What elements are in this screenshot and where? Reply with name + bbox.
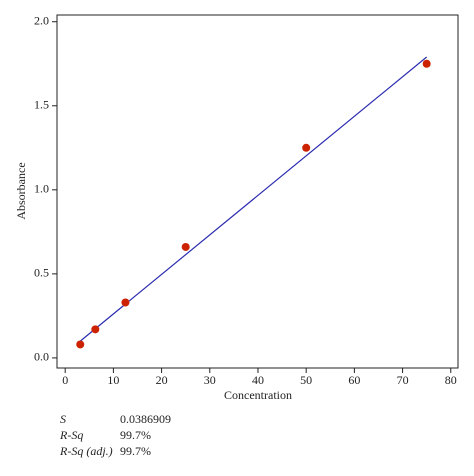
data-point [121,298,130,307]
stat-label: S [60,412,66,426]
data-point [422,59,431,68]
stat-label: R-Sq (adj.) [59,444,113,458]
fit-line [79,56,428,342]
stat-value: 99.7% [120,444,151,458]
x-tick-label: 40 [252,373,264,387]
x-tick-label: 0 [62,373,68,387]
stat-label: R-Sq [59,428,83,442]
y-tick-label: 0.5 [34,266,49,280]
stat-value: 0.0386909 [120,412,171,426]
x-tick-label: 10 [107,373,119,387]
x-axis-label: Concentration [224,388,292,402]
data-point [181,242,190,251]
data-point [76,340,85,349]
x-tick-label: 70 [397,373,409,387]
x-tick-label: 60 [348,373,360,387]
plot-frame [56,14,459,369]
y-tick-label: 0.0 [34,350,49,364]
x-tick-label: 80 [445,373,457,387]
data-point [91,325,100,334]
data-point [302,143,311,152]
x-tick-label: 30 [204,373,216,387]
y-tick-label: 2.0 [34,13,49,27]
x-tick-label: 20 [156,373,168,387]
x-tick-label: 50 [300,373,312,387]
y-axis-label: Absorbance [14,162,28,219]
stat-value: 99.7% [120,428,151,442]
y-tick-label: 1.5 [34,98,49,112]
y-tick-label: 1.0 [34,182,49,196]
